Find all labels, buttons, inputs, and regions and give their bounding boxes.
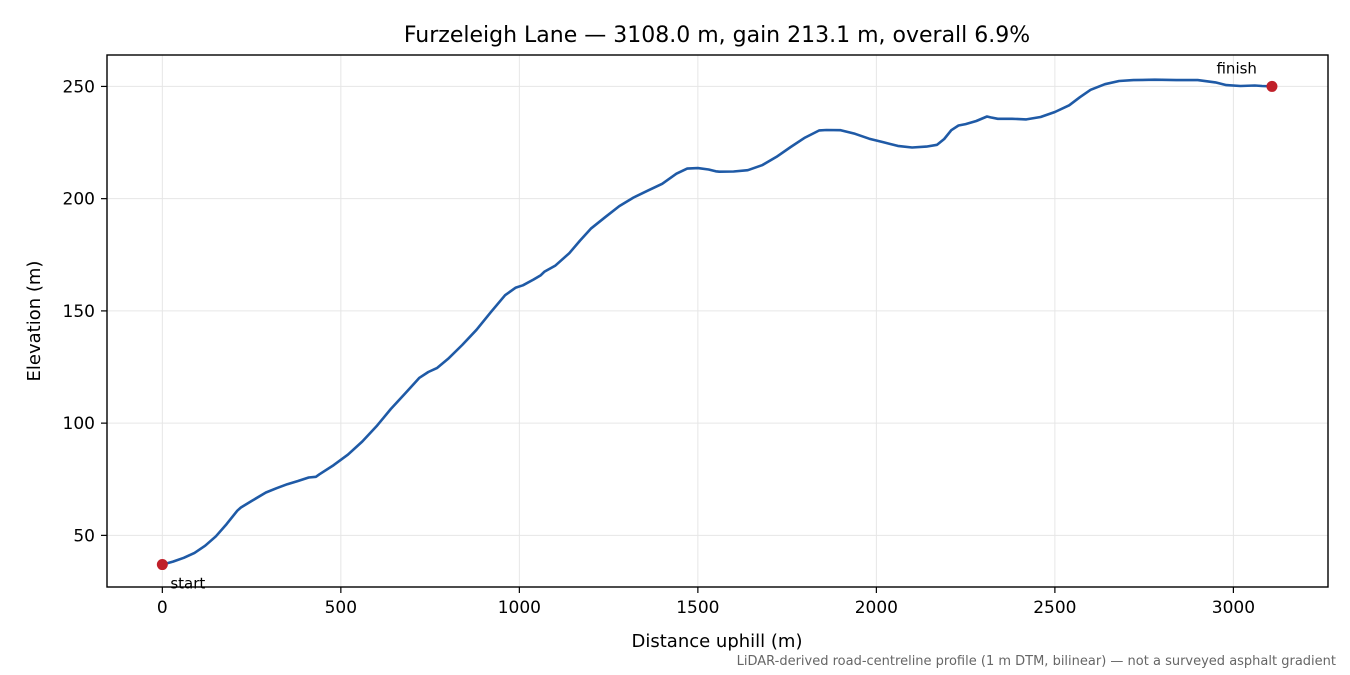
x-tick-label: 1500 xyxy=(676,598,719,618)
y-tick-label: 250 xyxy=(63,77,95,97)
y-axis-ticks: 50 100 150 200 250 xyxy=(63,77,107,546)
x-tick-label: 500 xyxy=(325,598,357,618)
y-tick-label: 50 xyxy=(73,526,95,546)
chart-title: Furzeleigh Lane — 3108.0 m, gain 213.1 m… xyxy=(404,23,1030,48)
start-label: start xyxy=(170,575,205,593)
x-tick-label: 2500 xyxy=(1033,598,1076,618)
finish-label: finish xyxy=(1216,59,1256,77)
y-tick-label: 200 xyxy=(63,190,95,210)
grid xyxy=(107,55,1328,587)
footnote: LiDAR-derived road-centreline profile (1… xyxy=(737,654,1336,669)
x-axis-ticks: 0 500 1000 1500 2000 2500 3000 xyxy=(157,587,1255,618)
elevation-profile-line xyxy=(161,78,1274,566)
start-marker xyxy=(156,559,168,571)
x-tick-label: 1000 xyxy=(498,598,541,618)
y-axis-label: Elevation (m) xyxy=(24,261,45,382)
plot-frame xyxy=(106,54,1329,588)
y-tick-label: 100 xyxy=(63,414,95,434)
finish-marker xyxy=(1266,80,1278,92)
x-axis-label: Distance uphill (m) xyxy=(632,631,803,652)
x-tick-label: 0 xyxy=(157,598,168,618)
y-tick-label: 150 xyxy=(63,302,95,322)
x-tick-label: 2000 xyxy=(855,598,898,618)
x-tick-label: 3000 xyxy=(1212,598,1255,618)
